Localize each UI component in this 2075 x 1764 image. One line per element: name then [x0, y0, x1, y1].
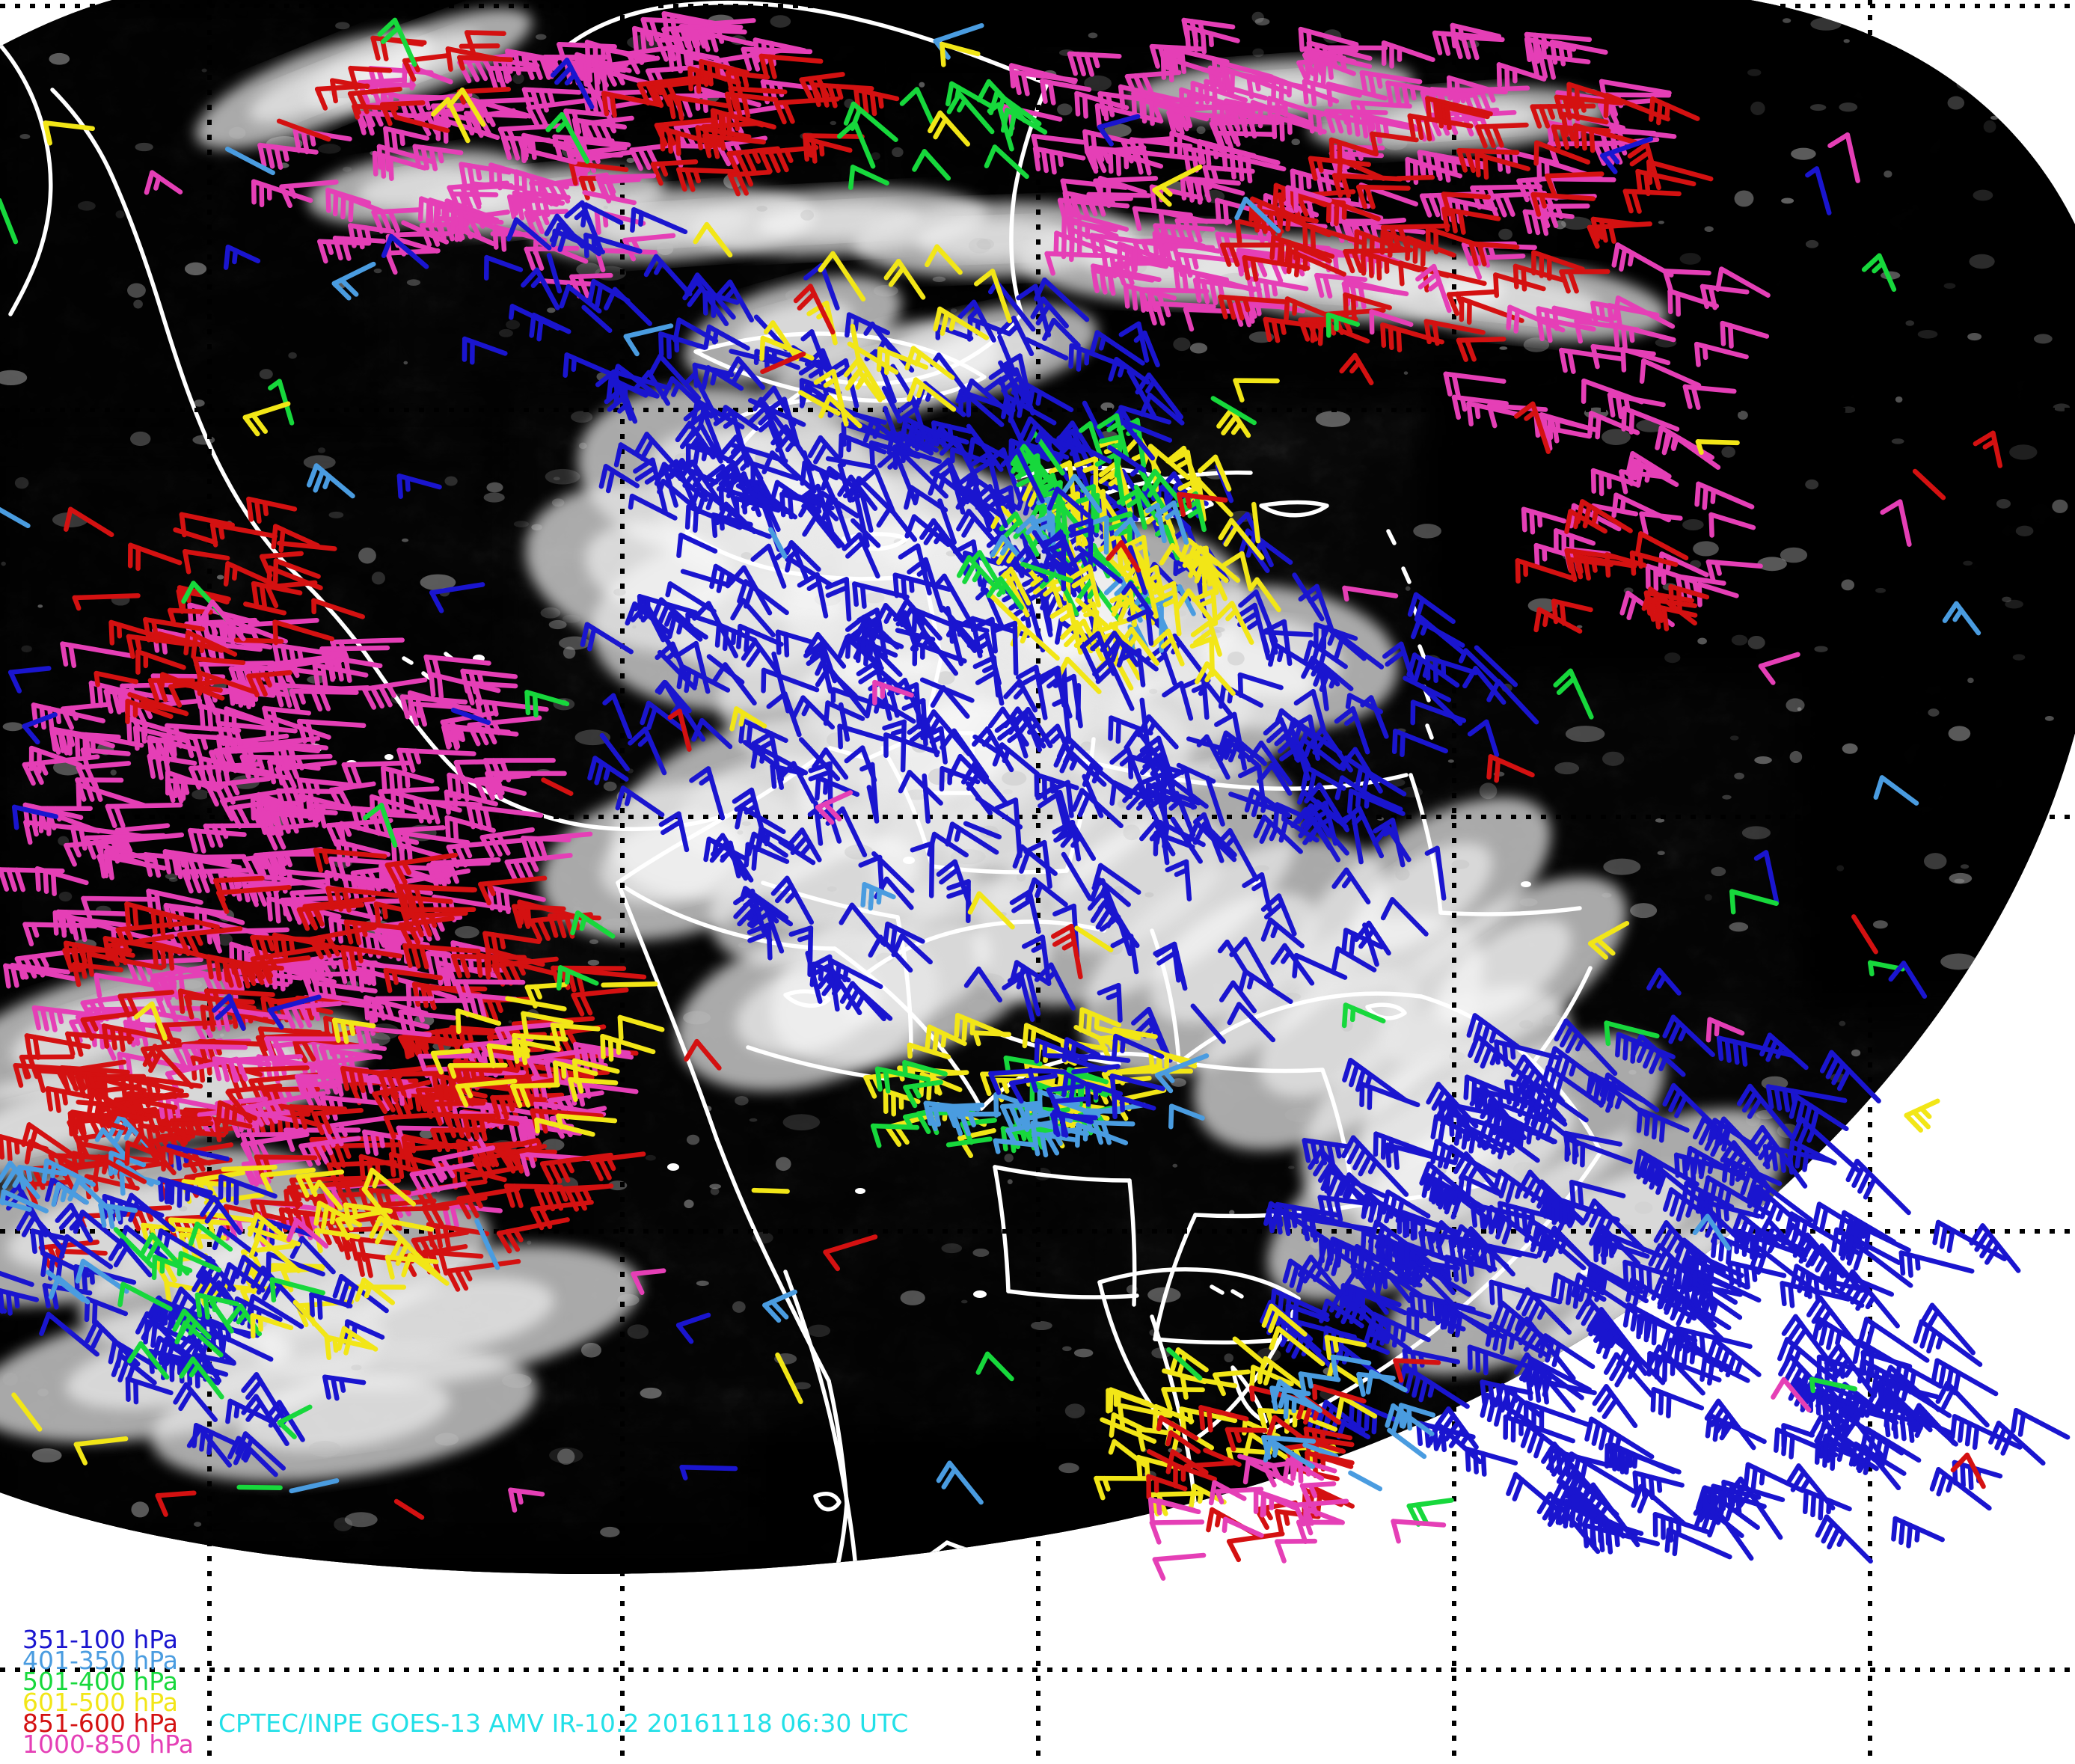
legend-item-5: 1000-850 hPa [22, 1732, 194, 1757]
image-caption: CPTEC/INPE GOES-13 AMV IR-10.2 20161118 … [218, 1709, 909, 1738]
legend-label: 1000-850 hPa [22, 1730, 194, 1759]
pressure-legend: 351-100 hPa 401-350 hPa 501-400 hPa 601-… [22, 1627, 194, 1757]
